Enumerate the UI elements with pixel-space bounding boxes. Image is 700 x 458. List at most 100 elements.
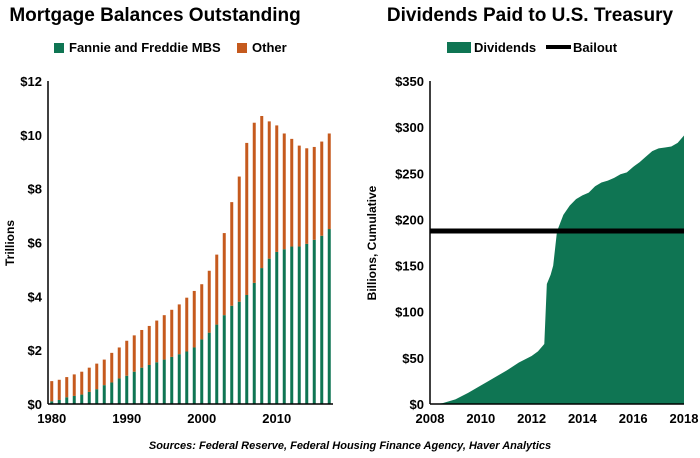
bar-other bbox=[110, 352, 114, 383]
bar-other bbox=[245, 142, 249, 295]
source-note: Sources: Federal Reserve, Federal Housin… bbox=[148, 440, 552, 452]
bar-other bbox=[200, 284, 204, 340]
x-tick-label: 2008 bbox=[416, 411, 445, 426]
bar-fannie-freddie bbox=[305, 243, 309, 404]
bar-fannie-freddie bbox=[50, 401, 54, 404]
bar-fannie-freddie bbox=[252, 282, 256, 404]
bars bbox=[50, 115, 331, 404]
x-tick-labels-dividends: 2008 2010 2012 2014 2016 2018 bbox=[416, 411, 699, 426]
y-tick-labels-dividends: $0 $50 $100 $150 $200 $250 $300 $350 bbox=[395, 74, 424, 412]
bar-fannie-freddie bbox=[230, 305, 234, 404]
dividends-chart: Dividends Paid to U.S. Treasury Dividend… bbox=[365, 5, 698, 426]
x-tick-label: 2014 bbox=[568, 411, 598, 426]
bar-other bbox=[140, 329, 144, 368]
legend-swatch-dividends bbox=[447, 42, 471, 53]
bar-other bbox=[275, 125, 279, 252]
bar-other bbox=[185, 297, 189, 352]
bar-fannie-freddie bbox=[57, 399, 61, 404]
y-tick-label: $100 bbox=[395, 305, 424, 320]
bar-fannie-freddie bbox=[140, 367, 144, 404]
bar-fannie-freddie bbox=[177, 354, 181, 404]
bar-fannie-freddie bbox=[185, 351, 189, 404]
bar-fannie-freddie bbox=[267, 258, 271, 404]
dividends-area bbox=[436, 135, 684, 404]
y-tick-label: $350 bbox=[395, 74, 424, 89]
bar-fannie-freddie bbox=[245, 294, 249, 404]
bar-fannie-freddie bbox=[95, 389, 99, 404]
bar-other bbox=[50, 381, 54, 402]
x-tick-label: 2016 bbox=[619, 411, 648, 426]
x-tick-label: 1980 bbox=[37, 411, 66, 426]
bar-fannie-freddie bbox=[102, 385, 106, 404]
bar-fannie-freddie bbox=[275, 251, 279, 404]
mortgage-balances-chart: Mortgage Balances Outstanding Fannie and… bbox=[3, 5, 333, 426]
bar-other bbox=[117, 347, 121, 379]
bar-other bbox=[72, 374, 76, 396]
bar-fannie-freddie bbox=[297, 246, 301, 404]
y-tick-label: $150 bbox=[395, 259, 424, 274]
y-tick-labels: $0 $2 $4 $6 $8 $10 $12 bbox=[20, 74, 42, 412]
bar-fannie-freddie bbox=[200, 339, 204, 404]
legend-label-fannie-freddie: Fannie and Freddie MBS bbox=[69, 40, 221, 55]
bar-fannie-freddie bbox=[192, 347, 196, 404]
bar-other bbox=[177, 304, 181, 355]
bar-fannie-freddie bbox=[207, 332, 211, 404]
bar-other bbox=[215, 254, 219, 325]
y-tick-label: $8 bbox=[28, 182, 42, 197]
y-tick-label: $12 bbox=[20, 74, 42, 89]
bar-other bbox=[170, 309, 174, 357]
bar-fannie-freddie bbox=[320, 235, 324, 404]
bar-fannie-freddie bbox=[327, 229, 331, 404]
bar-other bbox=[65, 377, 69, 398]
x-tick-labels: 1980 1990 2000 2010 bbox=[37, 411, 291, 426]
y-tick-label: $250 bbox=[395, 166, 424, 181]
bar-fannie-freddie bbox=[260, 268, 264, 404]
legend-label-dividends: Dividends bbox=[474, 40, 536, 55]
bar-fannie-freddie bbox=[117, 378, 121, 404]
bar-other bbox=[290, 138, 294, 247]
bar-fannie-freddie bbox=[132, 371, 136, 404]
bar-other bbox=[125, 340, 129, 376]
bar-other bbox=[267, 121, 271, 259]
y-axis-label-dividends: Billions, Cumulative bbox=[365, 185, 379, 300]
bar-other bbox=[237, 176, 241, 302]
bar-fannie-freddie bbox=[72, 395, 76, 404]
y-tick-label: $0 bbox=[28, 397, 42, 412]
bar-fannie-freddie bbox=[237, 301, 241, 404]
x-tick-label: 2000 bbox=[187, 411, 216, 426]
bar-other bbox=[312, 146, 316, 240]
bar-other bbox=[95, 363, 99, 390]
y-tick-label: $4 bbox=[28, 289, 43, 304]
bar-other bbox=[222, 233, 226, 316]
bar-other bbox=[282, 133, 286, 250]
bar-fannie-freddie bbox=[312, 239, 316, 404]
bar-other bbox=[132, 335, 136, 372]
legend: Fannie and Freddie MBS Other bbox=[54, 40, 287, 55]
x-tick-label: 2010 bbox=[262, 411, 291, 426]
y-tick-label: $10 bbox=[20, 128, 42, 143]
bar-fannie-freddie bbox=[125, 375, 129, 404]
bar-other bbox=[155, 320, 159, 363]
bar-fannie-freddie bbox=[110, 382, 114, 404]
bar-other bbox=[252, 122, 256, 283]
bar-other bbox=[230, 202, 234, 306]
bar-fannie-freddie bbox=[80, 394, 84, 404]
chart-title-dividends: Dividends Paid to U.S. Treasury bbox=[387, 5, 674, 26]
bar-other bbox=[162, 315, 166, 360]
chart-title: Mortgage Balances Outstanding bbox=[9, 5, 300, 26]
bar-other bbox=[305, 148, 309, 244]
bar-other bbox=[80, 371, 84, 395]
y-tick-label: $2 bbox=[28, 343, 42, 358]
legend-label-other: Other bbox=[252, 40, 287, 55]
legend-swatch-fannie-freddie bbox=[54, 43, 64, 53]
y-tick-label: $200 bbox=[395, 212, 424, 227]
legend-swatch-other bbox=[237, 43, 247, 53]
bar-fannie-freddie bbox=[155, 362, 159, 404]
bar-fannie-freddie bbox=[222, 315, 226, 404]
y-tick-label: $0 bbox=[410, 397, 424, 412]
bar-other bbox=[207, 270, 211, 333]
x-tick-label: 2012 bbox=[517, 411, 546, 426]
bar-other bbox=[327, 133, 331, 230]
bar-other bbox=[260, 115, 264, 269]
